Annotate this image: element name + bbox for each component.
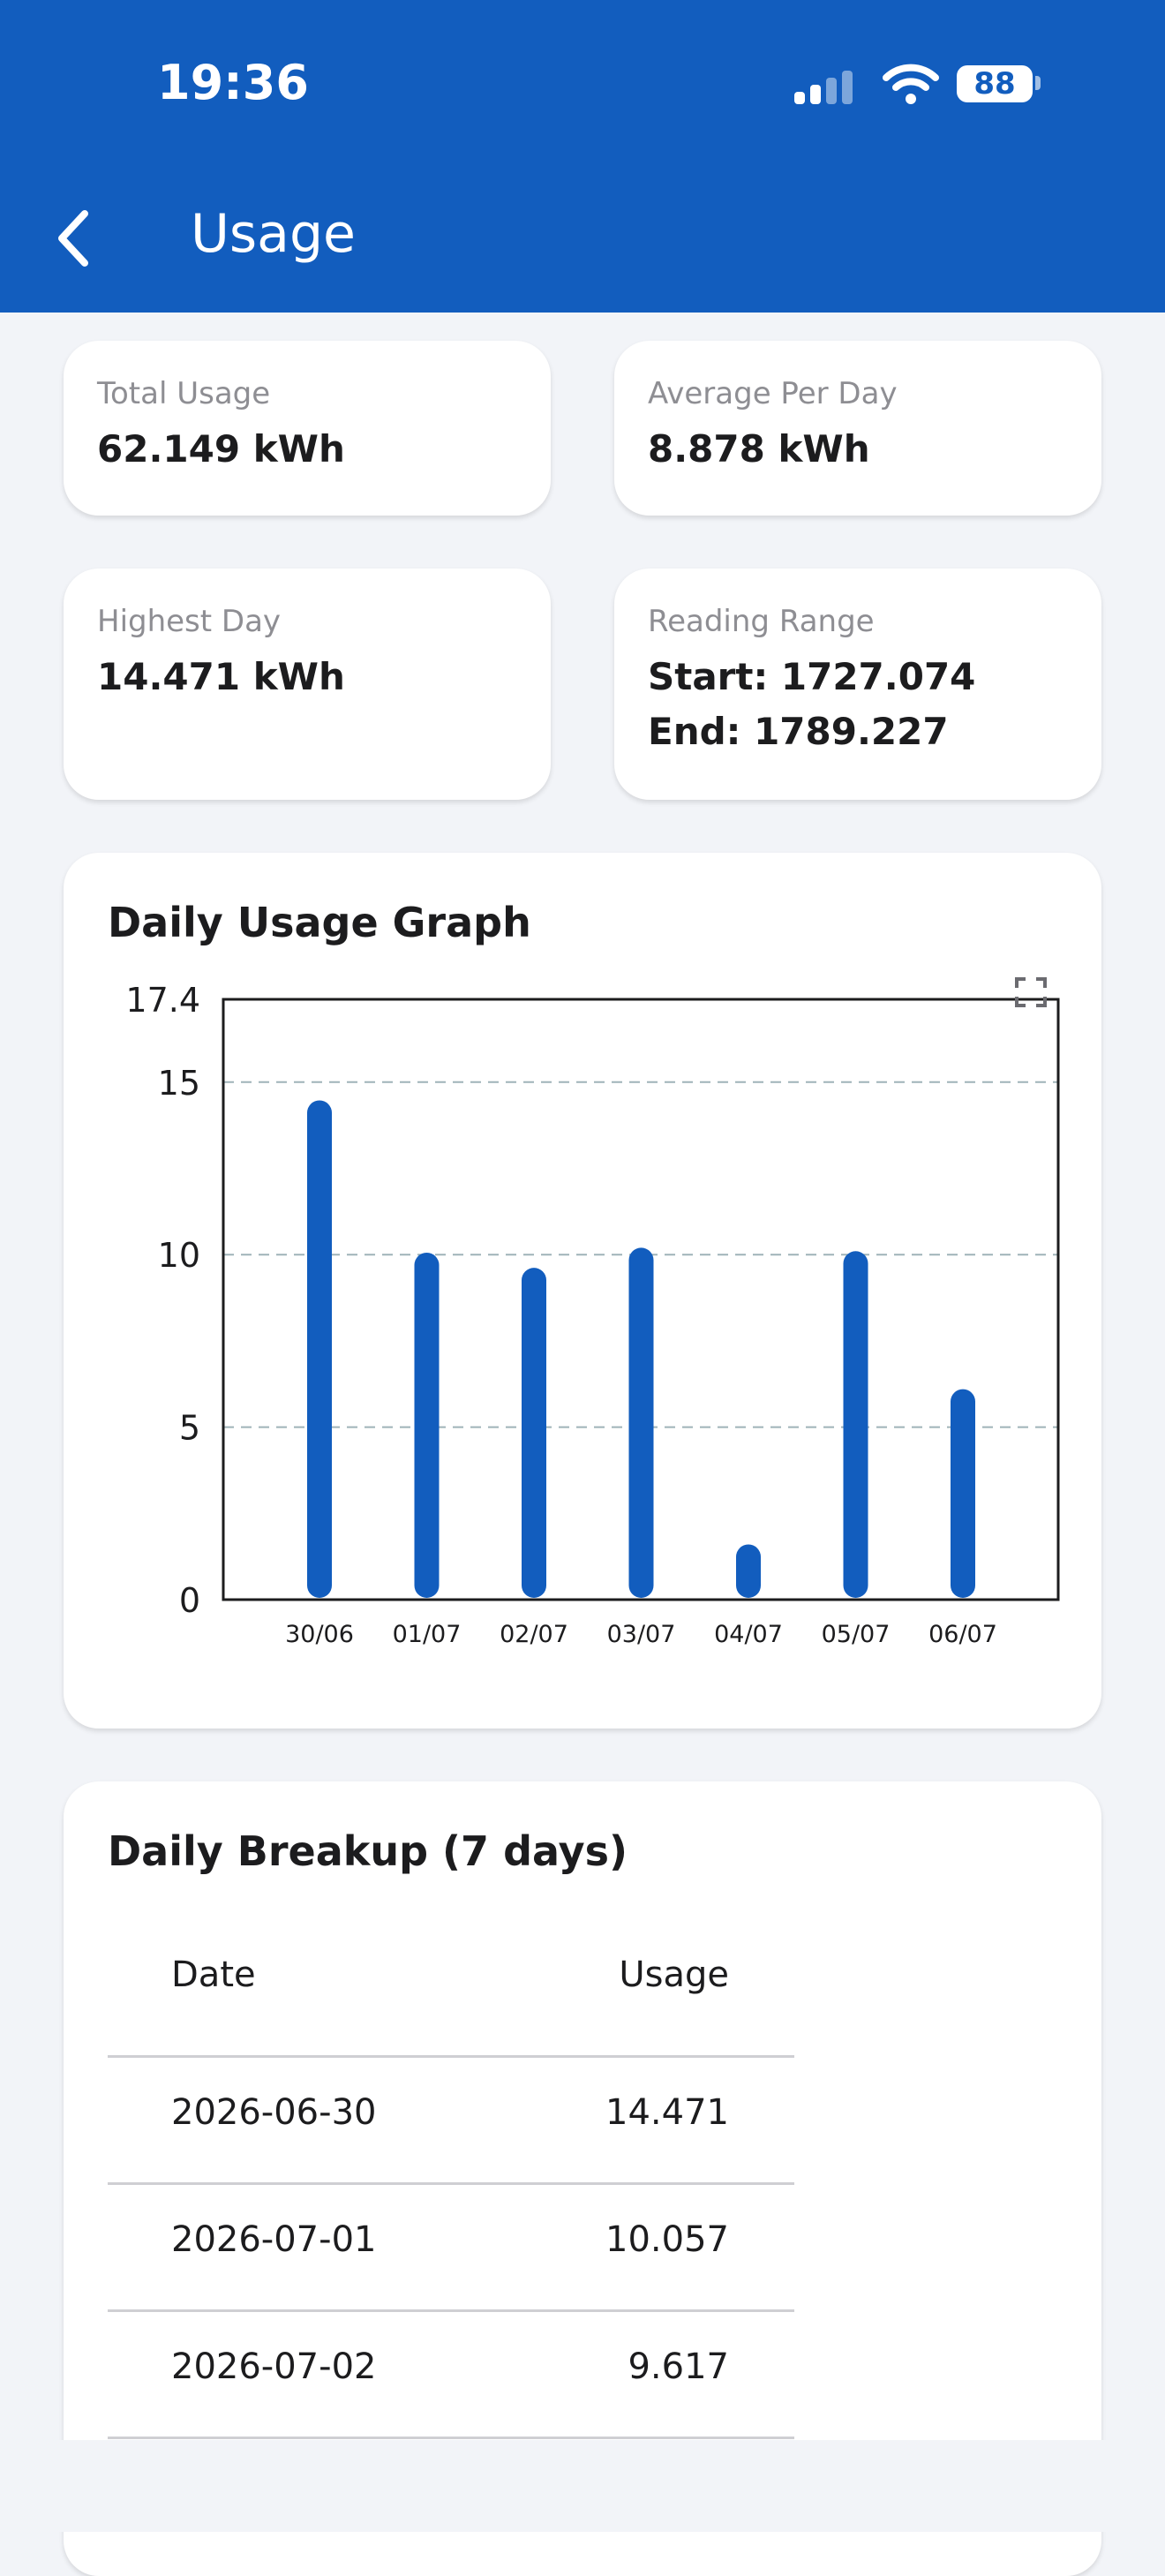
bar-30-06[interactable] [307, 1100, 332, 1598]
bar-05-07[interactable] [843, 1251, 868, 1598]
reading-range-start: Start: 1727.074 [648, 655, 976, 698]
average-per-day-label: Average Per Day [648, 376, 898, 411]
highest-day-card: Highest Day 14.471 kWh [64, 569, 551, 800]
bottom-area [0, 2440, 1165, 2532]
row-usage: 14.471 [605, 2092, 729, 2133]
table-divider [108, 2182, 794, 2185]
y-tick-label: 0 [179, 1581, 200, 1620]
table-divider [108, 2309, 794, 2312]
x-tick-label: 01/07 [393, 1621, 462, 1648]
x-tick-label: 02/07 [500, 1621, 568, 1648]
plot-frame [222, 998, 1060, 1601]
reading-range-card: Reading Range Start: 1727.074 End: 1789.… [614, 569, 1101, 800]
row-date: 2026-07-01 [171, 2219, 377, 2260]
total-usage-label: Total Usage [97, 376, 271, 411]
average-per-day-card: Average Per Day 8.878 kWh [614, 341, 1101, 516]
total-usage-card: Total Usage 62.149 kWh [64, 341, 551, 516]
highest-day-value: 14.471 kWh [97, 655, 345, 698]
fullscreen-icon[interactable] [1015, 977, 1047, 1007]
reading-range-label: Reading Range [648, 604, 875, 639]
table-divider [108, 2437, 794, 2439]
reading-range-value: Start: 1727.074 End: 1789.227 [648, 650, 975, 759]
table-header-date: Date [171, 1955, 256, 1995]
row-usage: 9.617 [628, 2346, 729, 2387]
bar-03-07[interactable] [628, 1247, 654, 1598]
status-icons: 88 [794, 62, 1059, 106]
app-bar: 19:36 88 Usage [0, 0, 1165, 313]
battery-tip [1035, 76, 1041, 90]
battery-indicator: 88 [957, 65, 1033, 102]
table-header-usage: Usage [619, 1955, 729, 1995]
y-tick-label: 10 [158, 1236, 200, 1275]
reading-range-end: End: 1789.227 [648, 710, 949, 753]
y-tick-label: 5 [179, 1409, 200, 1448]
y-tick-label: 15 [158, 1064, 200, 1103]
row-usage: 10.057 [605, 2219, 729, 2260]
table-divider [108, 2055, 794, 2058]
x-tick-label: 04/07 [714, 1621, 783, 1648]
cellular-signal-icon [794, 71, 853, 104]
status-time: 19:36 [157, 55, 309, 110]
breakup-title: Daily Breakup (7 days) [108, 1827, 628, 1875]
bar-02-07[interactable] [522, 1268, 546, 1598]
row-date: 2026-06-30 [171, 2092, 377, 2133]
x-tick-label: 05/07 [822, 1621, 891, 1648]
x-tick-label: 03/07 [607, 1621, 676, 1648]
x-tick-label: 30/06 [285, 1621, 354, 1648]
highest-day-label: Highest Day [97, 604, 282, 639]
wifi-icon [883, 64, 939, 104]
x-tick-label: 06/07 [928, 1621, 997, 1648]
graph-title: Daily Usage Graph [108, 899, 531, 946]
daily-usage-chart: 0 5 10 15 17.4 30/06 01/07 02/07 03/07 04/07 05/07… [125, 977, 1060, 1648]
page-title: Usage [191, 203, 356, 265]
y-tick-label: 17.4 [125, 981, 200, 1020]
daily-usage-graph-card: Daily Usage Graph 0 5 10 15 17.4 30/06 01/07 02… [64, 853, 1101, 1729]
bar-01-07[interactable] [414, 1252, 440, 1598]
average-per-day-value: 8.878 kWh [648, 427, 870, 471]
bar-04-07[interactable] [736, 1544, 761, 1598]
row-date: 2026-07-02 [171, 2346, 377, 2387]
bar-06-07[interactable] [951, 1389, 975, 1598]
total-usage-value: 62.149 kWh [97, 427, 345, 471]
back-arrow-icon[interactable] [44, 194, 106, 282]
